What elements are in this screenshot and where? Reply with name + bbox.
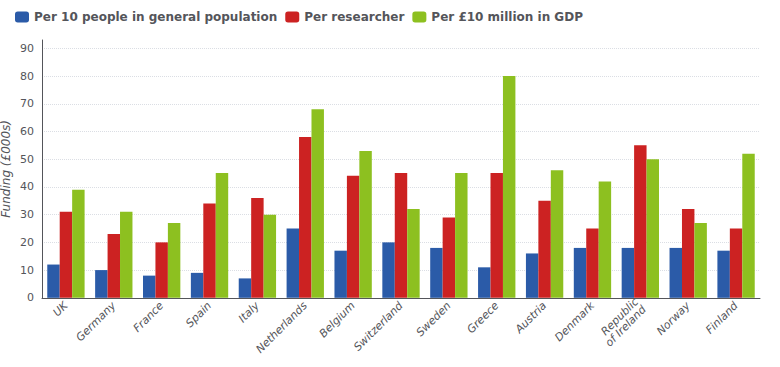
- svg-text:Per researcher: Per researcher: [304, 10, 404, 24]
- svg-text:Switzerland: Switzerland: [351, 298, 406, 353]
- svg-text:30: 30: [20, 208, 34, 221]
- svg-text:0: 0: [27, 291, 34, 304]
- svg-text:France: France: [131, 299, 167, 335]
- svg-text:50: 50: [20, 153, 34, 166]
- svg-text:of Ireland: of Ireland: [603, 302, 650, 349]
- svg-text:70: 70: [20, 97, 34, 110]
- svg-text:Per £10 million in GDP: Per £10 million in GDP: [431, 10, 583, 24]
- svg-text:UK: UK: [51, 299, 72, 320]
- svg-text:Republic: Republic: [598, 295, 641, 339]
- svg-text:Funding (£000s): Funding (£000s): [0, 120, 13, 218]
- svg-text:Belgium: Belgium: [317, 299, 358, 340]
- svg-text:20: 20: [20, 236, 34, 249]
- svg-text:Per 10 people in general popul: Per 10 people in general population: [34, 10, 277, 24]
- svg-text:60: 60: [20, 125, 34, 138]
- svg-text:Finland: Finland: [703, 298, 741, 336]
- svg-text:40: 40: [20, 180, 34, 193]
- svg-text:Germany: Germany: [73, 299, 118, 344]
- svg-text:90: 90: [20, 42, 34, 55]
- svg-text:Norway: Norway: [654, 299, 693, 338]
- svg-text:Spain: Spain: [183, 299, 214, 330]
- svg-text:Austria: Austria: [512, 299, 549, 336]
- svg-text:10: 10: [20, 264, 34, 277]
- svg-text:Netherlands: Netherlands: [253, 299, 310, 356]
- svg-text:Sweden: Sweden: [414, 299, 454, 339]
- svg-text:Greece: Greece: [464, 299, 501, 336]
- svg-text:80: 80: [20, 70, 34, 83]
- svg-text:Denmark: Denmark: [552, 299, 597, 344]
- svg-text:Italy: Italy: [236, 299, 262, 325]
